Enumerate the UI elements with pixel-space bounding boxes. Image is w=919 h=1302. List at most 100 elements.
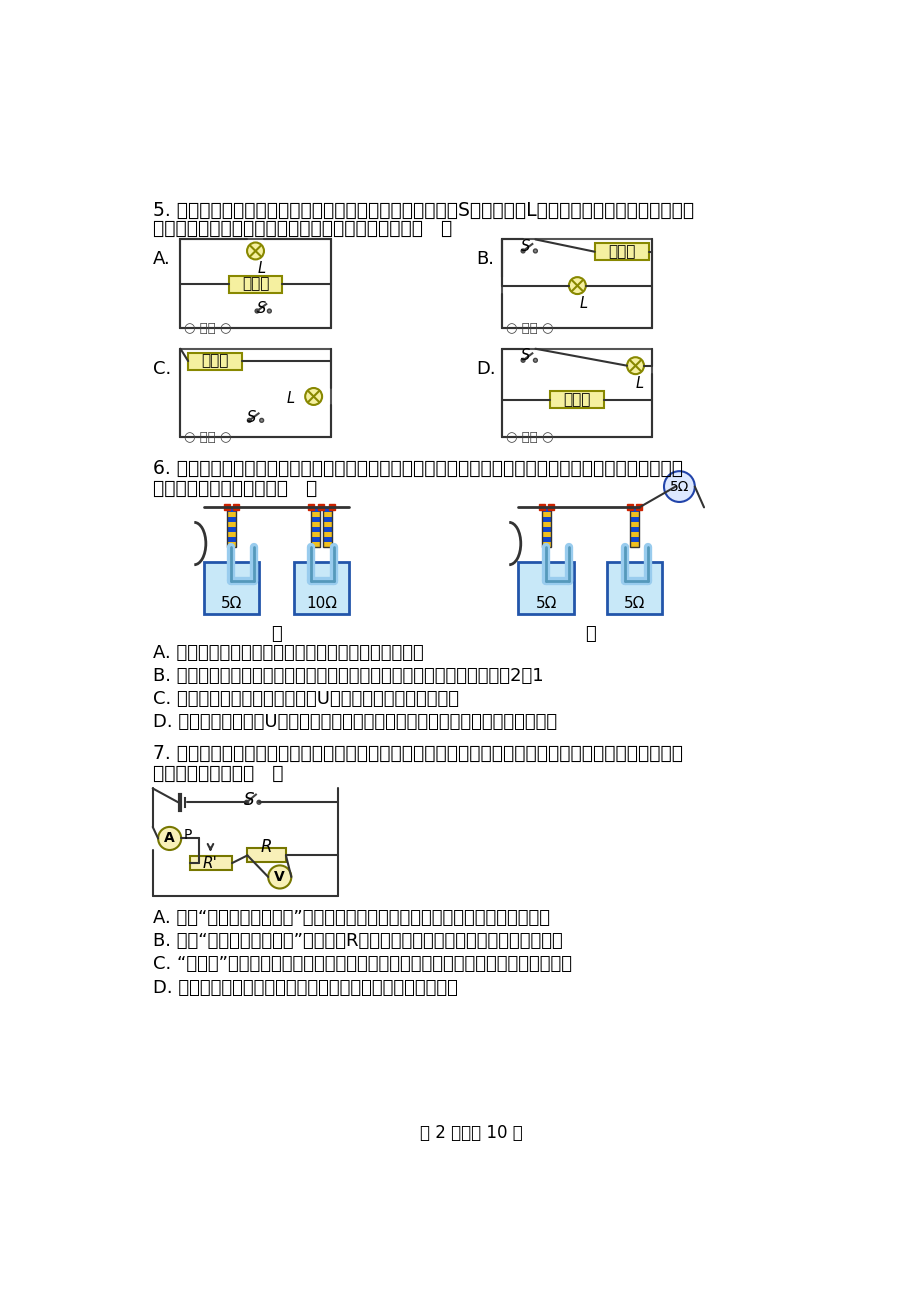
Bar [630, 512, 639, 517]
Text: B. 探究“电流与电压的关系”时，要使R两端电压增大，滑动变阵器滑片应向右移动: B. 探究“电流与电压的关系”时，要使R两端电压增大，滑动变阵器滑片应向右移动 [153, 932, 562, 950]
Text: 5Ω: 5Ω [535, 596, 556, 611]
Text: A: A [165, 832, 175, 845]
Text: S: S [520, 238, 529, 254]
Bar [226, 517, 235, 522]
Text: L: L [257, 260, 266, 276]
Circle shape [627, 357, 643, 374]
Bar [311, 512, 320, 517]
Text: 发热体: 发热体 [607, 245, 635, 259]
Bar [226, 542, 235, 547]
Text: S: S [520, 348, 529, 363]
Bar [311, 506, 320, 512]
Text: A.: A. [153, 250, 170, 268]
Text: 5Ω: 5Ω [669, 479, 688, 493]
Text: 5Ω: 5Ω [623, 596, 645, 611]
Bar [228, 276, 282, 293]
Bar [502, 240, 652, 328]
Bar [180, 349, 330, 437]
Bar [226, 506, 235, 547]
Bar [594, 243, 648, 260]
Bar [630, 517, 639, 522]
Circle shape [268, 866, 291, 888]
Text: C. “伏安法”测定值电阵阵值时，调节滑动变阵器多次实验的目的是求平均值减小误差: C. “伏安法”测定值电阵阵值时，调节滑动变阵器多次实验的目的是求平均值减小误差 [153, 956, 571, 974]
Text: ○ 电源 ○: ○ 电源 ○ [184, 431, 232, 444]
Text: 第 2 页，共 10 页: 第 2 页，共 10 页 [420, 1124, 522, 1142]
Bar [550, 391, 604, 408]
Text: D.: D. [476, 359, 495, 378]
Text: L: L [579, 296, 587, 311]
Bar [630, 531, 639, 536]
Text: ○ 电源 ○: ○ 电源 ○ [505, 322, 553, 335]
Bar [541, 526, 550, 531]
Text: C.: C. [153, 359, 171, 378]
Bar [311, 542, 320, 547]
Bar [226, 512, 235, 517]
Text: ○ 电源 ○: ○ 电源 ○ [184, 322, 232, 335]
Bar [311, 531, 320, 536]
Bar [323, 531, 332, 536]
Bar [541, 517, 550, 522]
Bar [541, 506, 550, 547]
Bar [180, 240, 330, 328]
Bar [541, 531, 550, 536]
Circle shape [568, 277, 585, 294]
Bar [247, 849, 286, 862]
Text: 发热体: 发热体 [201, 354, 229, 368]
Text: A. 探究“电流与电阵的关系”时，更换更大的电阵后，滑动变阵器滑片应向右移动: A. 探究“电流与电阵的关系”时，更换更大的电阵后，滑动变阵器滑片应向右移动 [153, 909, 550, 927]
Text: 5. 电热蚊香器是一种常用的除蚊工具，接通电源，闭合开关S后，指示灯L和发热体才能工作；若指示灯损: 5. 电热蚊香器是一种常用的除蚊工具，接通电源，闭合开关S后，指示灯L和发热体才… [153, 201, 693, 220]
Text: 空气。下列说法正确的是（   ）: 空气。下列说法正确的是（ ） [153, 479, 317, 497]
Text: 列说法不正确的是（   ）: 列说法不正确的是（ ） [153, 764, 283, 783]
Bar [541, 542, 550, 547]
Circle shape [244, 801, 248, 805]
Bar [203, 562, 259, 615]
Bar [311, 526, 320, 531]
Text: A. 甲装置可探究电流产生热量的多少与电流大小的关系: A. 甲装置可探究电流产生热量的多少与电流大小的关系 [153, 643, 423, 661]
Circle shape [305, 388, 322, 405]
Circle shape [520, 358, 525, 362]
Bar [293, 562, 348, 615]
Text: B. 甲装置通电一段时间后，电流通过左右两容器内导体产生的热量之比是2：1: B. 甲装置通电一段时间后，电流通过左右两容器内导体产生的热量之比是2：1 [153, 667, 543, 685]
Bar [630, 542, 639, 547]
Bar [226, 536, 235, 542]
Bar [541, 536, 550, 542]
Text: S: S [247, 410, 256, 426]
Text: L: L [287, 391, 295, 405]
Text: 10Ω: 10Ω [305, 596, 336, 611]
Text: P: P [183, 828, 192, 841]
Bar [630, 536, 639, 542]
Text: 乙: 乙 [584, 625, 596, 643]
Text: ○ 电源 ○: ○ 电源 ○ [505, 431, 553, 444]
Bar [311, 536, 320, 542]
Bar [226, 522, 235, 526]
Bar [541, 512, 550, 517]
Circle shape [267, 309, 271, 312]
Circle shape [247, 418, 251, 422]
Bar [226, 506, 235, 512]
Bar [541, 506, 550, 512]
Bar [323, 522, 332, 526]
Text: C. 乙装置通电一段时间后，左侧U形管中液面高度差比右侧大: C. 乙装置通电一段时间后，左侧U形管中液面高度差比右侧大 [153, 690, 459, 708]
Text: S: S [256, 301, 266, 316]
Text: 5Ω: 5Ω [221, 596, 242, 611]
Bar [187, 353, 242, 370]
Text: R: R [261, 837, 272, 855]
Circle shape [664, 471, 694, 503]
Bar [502, 349, 652, 437]
Circle shape [255, 309, 259, 312]
Text: V: V [274, 870, 285, 884]
Bar [323, 536, 332, 542]
Bar [630, 506, 639, 547]
Text: D. 该实验装置是利用U形管中液体的热胀冷缩来反映电流通过导体产生热量的多少: D. 该实验装置是利用U形管中液体的热胀冷缩来反映电流通过导体产生热量的多少 [153, 713, 556, 730]
Bar [323, 512, 332, 517]
Bar [630, 526, 639, 531]
Bar [607, 562, 662, 615]
Circle shape [256, 801, 261, 805]
Text: R': R' [203, 855, 218, 871]
Text: L: L [635, 376, 643, 392]
Text: B.: B. [476, 250, 494, 268]
Circle shape [247, 242, 264, 259]
Bar [311, 522, 320, 526]
Text: S: S [244, 790, 254, 809]
Circle shape [520, 249, 525, 253]
Text: 6. 如图是探究电流通过导体时产生热量的多少与哪些因素有关的实验装置，两个透明容器中密封着等量的: 6. 如图是探究电流通过导体时产生热量的多少与哪些因素有关的实验装置，两个透明容… [153, 458, 682, 478]
